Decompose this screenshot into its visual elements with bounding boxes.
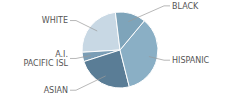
leader-line [70,76,106,90]
slice-label-line: BLACK [172,2,199,11]
pie-slice [115,12,144,50]
slice-label: A.I.PACIFIC ISL [23,50,68,68]
slice-label-line: PACIFIC ISL [23,59,68,68]
slice-label-line: WHITE [42,16,68,25]
chart: WHITE A.I.PACIFIC ISL ASIAN HISPANIC BLACK [0,0,240,100]
slice-label-line: A.I. [55,50,68,59]
pie [82,12,158,88]
slice-label: WHITE [42,16,68,25]
leader-line [149,57,170,61]
slice-label-line: ASIAN [44,86,68,95]
slice-label-line: HISPANIC [172,56,210,65]
slice-label: HISPANIC [172,56,210,65]
leader-line [128,6,170,22]
labels: WHITE A.I.PACIFIC ISL ASIAN HISPANIC BLACK [23,2,209,95]
leader-line [70,55,91,58]
leader-line [70,21,97,31]
pie-slice [82,12,120,52]
slice-label: BLACK [172,2,199,11]
slice-label: ASIAN [44,86,68,95]
